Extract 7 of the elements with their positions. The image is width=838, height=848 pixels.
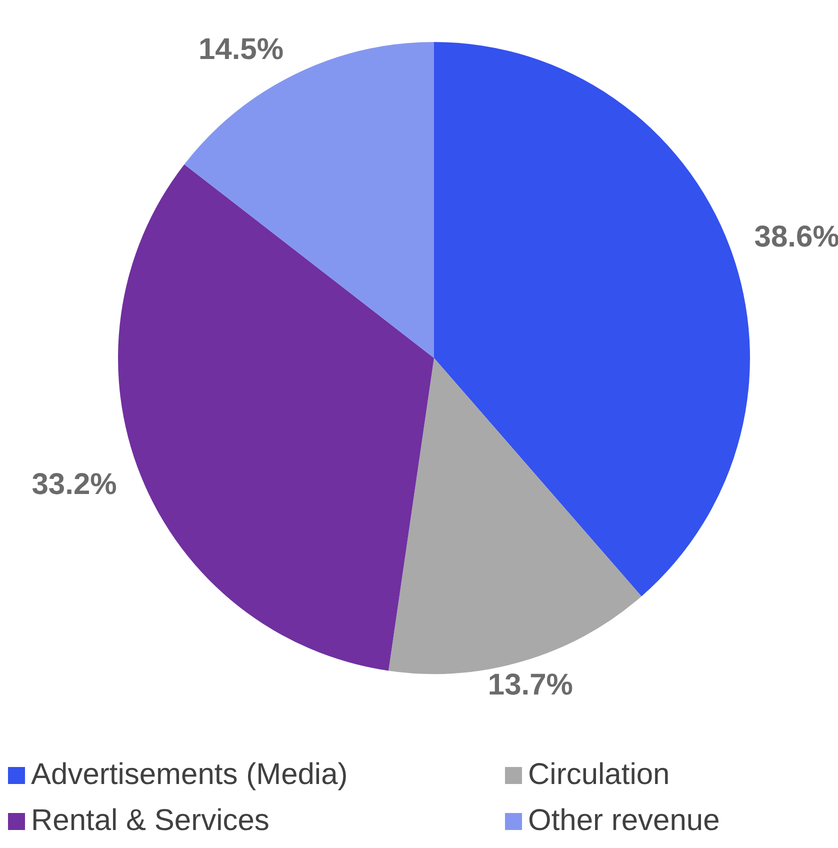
legend-label: Rental & Services (30, 804, 270, 838)
data-label: 14.5% (198, 33, 284, 66)
data-label: 33.2% (32, 468, 117, 502)
legend-label: Advertisements (Media) (30, 758, 349, 792)
legend-label: Other revenue (527, 804, 721, 838)
legend-label: Circulation (527, 758, 671, 792)
data-label: 13.7% (488, 668, 573, 702)
